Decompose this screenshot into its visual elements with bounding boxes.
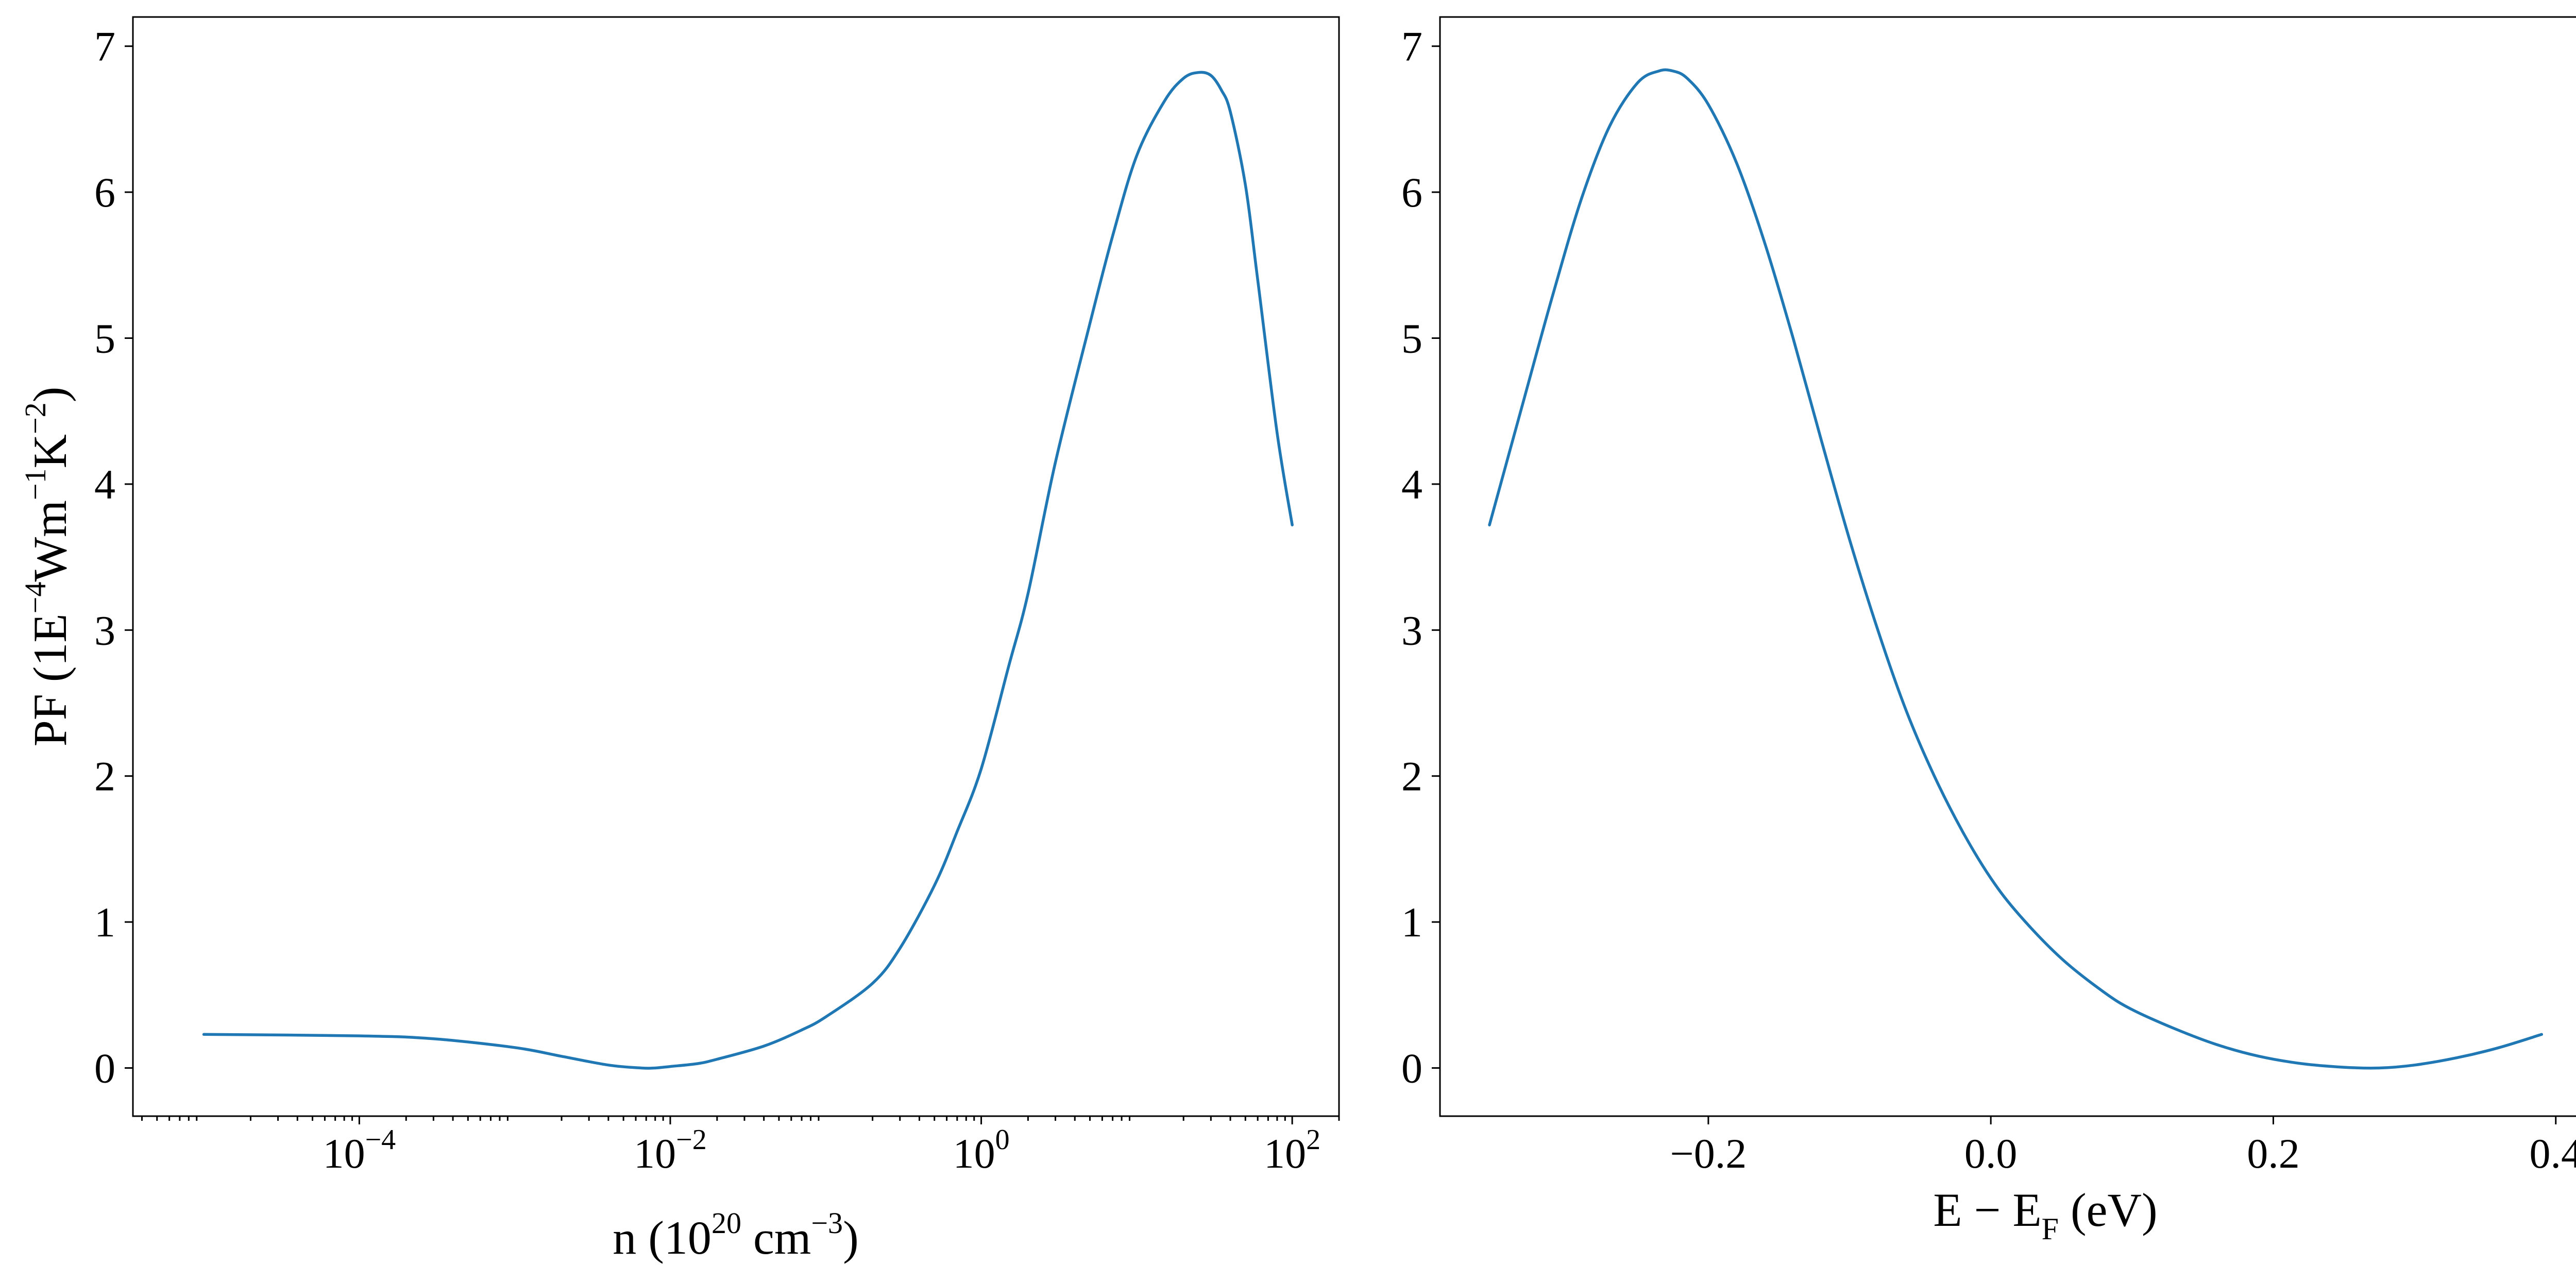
y-tick-label: 5: [94, 315, 115, 362]
y-ticks-right: 0 1 2 3 4 5 6 7: [1401, 23, 1440, 1091]
y-tick-label: 4: [94, 461, 115, 508]
x-tick-label: 102: [1264, 1124, 1320, 1177]
x-tick-label: 10−4: [323, 1124, 396, 1177]
y-tick-label: 2: [94, 753, 115, 800]
y-tick-label: 6: [1401, 169, 1422, 216]
axes-frame-left: [132, 16, 1340, 1117]
axes-frame-right: [1439, 16, 2576, 1117]
y-tick-label: 1: [94, 899, 115, 946]
series-line-left: [202, 71, 1294, 1070]
series-line-right: [1488, 68, 2544, 1070]
y-tick-label: 3: [1401, 607, 1422, 654]
y-tick-label: 4: [1401, 461, 1422, 508]
y-tick-label: 6: [94, 169, 115, 216]
chart-right: 0 1 2 3 4 5 6 7 −0.2 0.0 0.2 0.4 E − EF (eV): [1401, 16, 2576, 1246]
y-tick-label: 7: [94, 23, 115, 70]
x-ticks-right: −0.2 0.0 0.2 0.4: [1670, 1116, 2576, 1177]
x-tick-label: 0.0: [1964, 1130, 2018, 1177]
x-tick-label: 0.4: [2530, 1130, 2576, 1177]
x-ticks-left: 10−4 10−2 100 102: [141, 1116, 1340, 1177]
y-tick-label: 2: [1401, 753, 1422, 800]
x-tick-label: −0.2: [1670, 1130, 1747, 1177]
x-tick-label: 100: [953, 1124, 1010, 1177]
y-tick-label: 1: [1401, 899, 1422, 946]
y-tick-label: 3: [94, 607, 115, 654]
y-tick-label: 0: [1401, 1045, 1422, 1091]
x-axis-label-left: n (1020 cm−3): [613, 1206, 858, 1264]
x-tick-label: 10−2: [634, 1124, 707, 1177]
y-ticks-left: 0 1 2 3 4 5 6 7: [94, 23, 133, 1091]
y-tick-label: 0: [94, 1045, 115, 1091]
x-tick-label: 0.2: [2247, 1130, 2300, 1177]
y-axis-label-left: PF (1E−4Wm−1K−2): [19, 387, 76, 747]
chart-left: 0 1 2 3 4 5 6 7 10−4 10−2 100 102 n (1020 cm−3) PF…: [19, 16, 1340, 1264]
y-tick-label: 7: [1401, 23, 1422, 70]
y-tick-label: 5: [1401, 315, 1422, 362]
x-axis-label-right: E − EF (eV): [1933, 1184, 2157, 1246]
